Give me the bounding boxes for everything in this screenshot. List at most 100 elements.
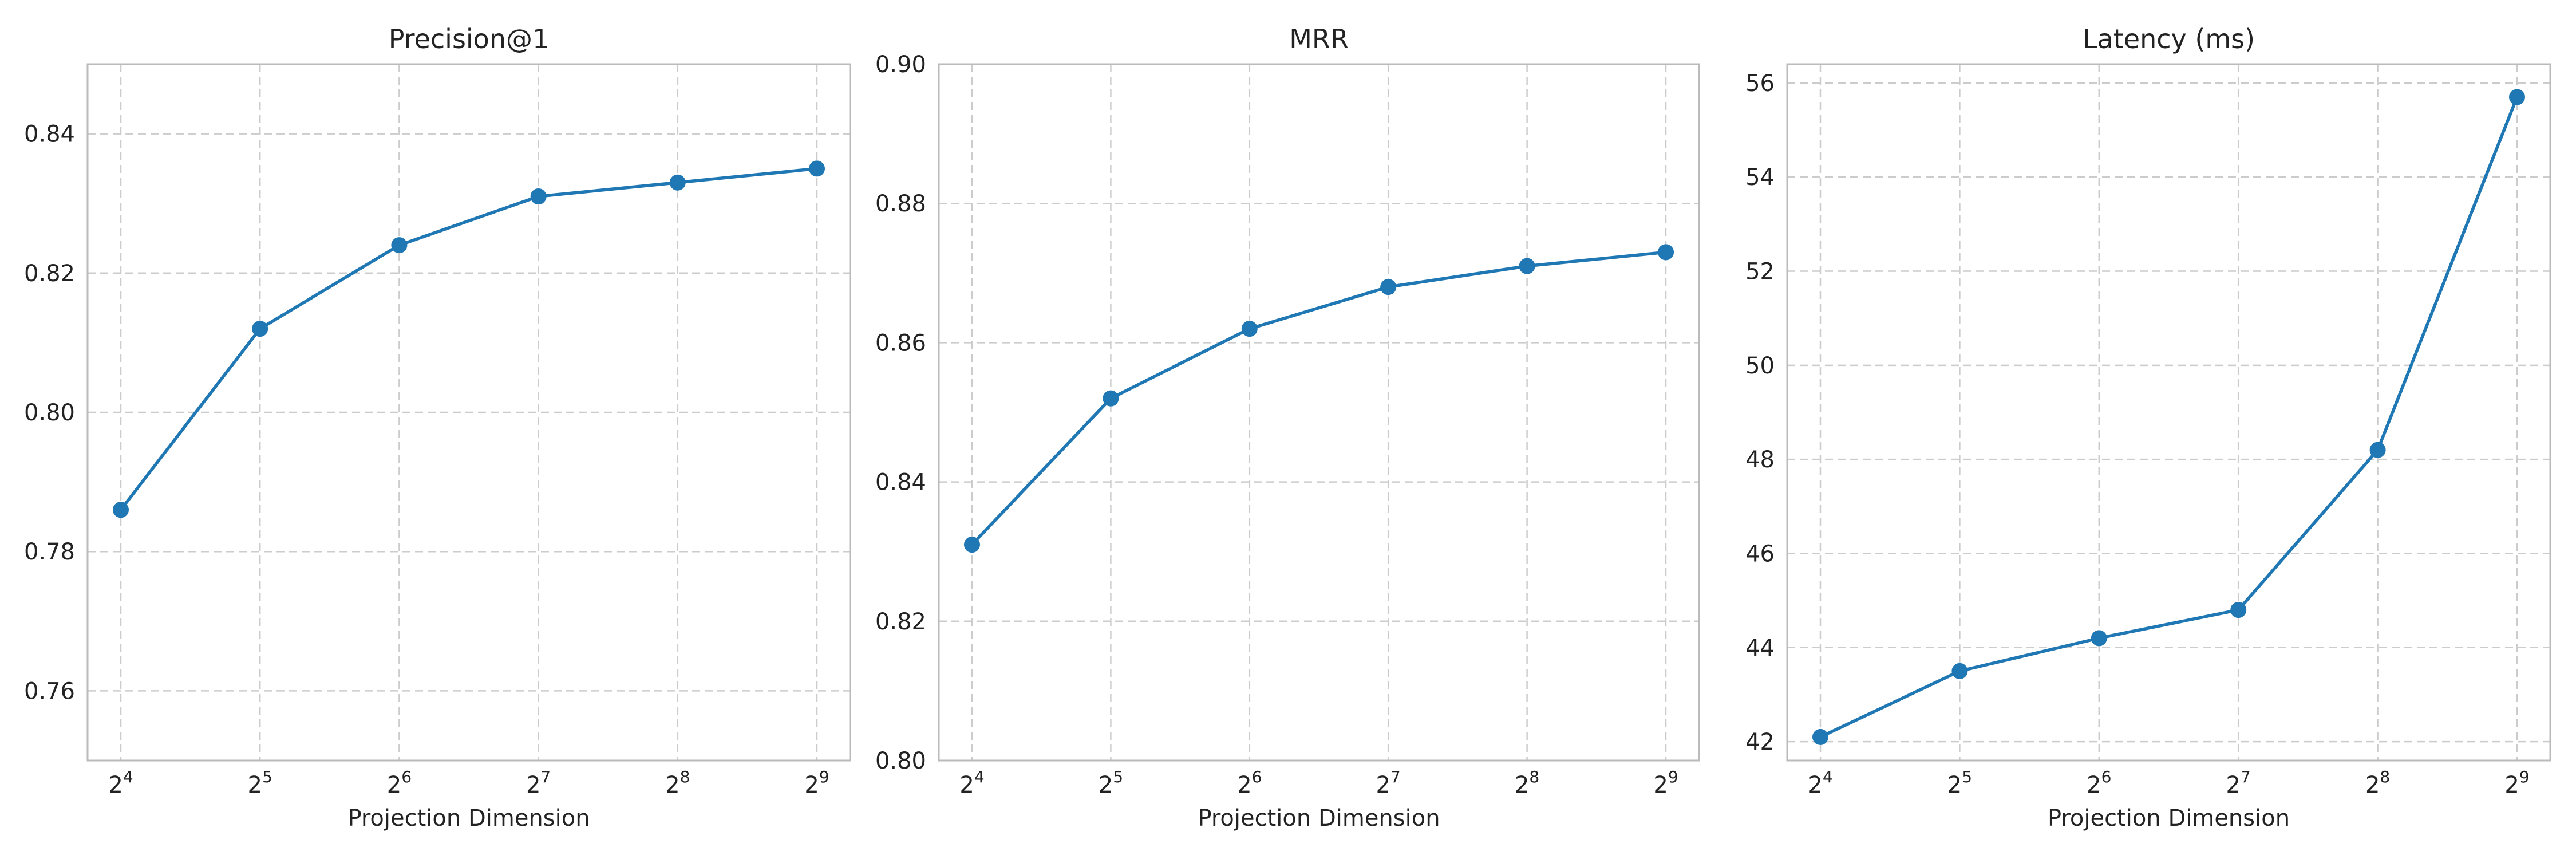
x-axis-label: Projection Dimension <box>1198 805 1440 832</box>
axes-frame <box>938 63 1700 762</box>
x-tick-label: 29 <box>2504 767 2529 798</box>
data-point <box>1241 321 1258 337</box>
x-tick-base: 2 <box>1099 772 1113 798</box>
chart-title: Precision@1 <box>389 23 550 54</box>
data-point <box>530 188 547 205</box>
x-tick-exponent: 7 <box>540 767 551 786</box>
x-tick-base: 2 <box>804 772 819 798</box>
y-tick-label: 0.86 <box>875 330 926 356</box>
data-point <box>2230 602 2247 618</box>
x-tick-exponent: 9 <box>1668 767 1678 786</box>
y-tick-label: 0.90 <box>875 52 926 78</box>
x-tick-exponent: 5 <box>262 767 272 786</box>
data-point <box>1519 258 1535 274</box>
x-tick-base: 2 <box>2087 772 2101 798</box>
x-tick-base: 2 <box>1376 772 1390 798</box>
series-line <box>1819 96 2519 739</box>
data-point <box>1380 279 1397 295</box>
x-tick-exponent: 5 <box>1113 767 1123 786</box>
data-point <box>669 174 686 191</box>
x-tick-base: 2 <box>526 772 540 798</box>
x-tick-base: 2 <box>1653 772 1668 798</box>
series-line <box>971 250 1666 546</box>
x-tick-label: 29 <box>804 767 829 798</box>
data-point <box>2091 630 2107 647</box>
x-tick-exponent: 9 <box>2519 767 2530 786</box>
x-tick-label: 26 <box>2087 767 2111 798</box>
y-tick-label: 56 <box>1745 70 1775 97</box>
x-tick-exponent: 8 <box>1529 767 1539 786</box>
x-tick-exponent: 8 <box>2380 767 2390 786</box>
x-tick-exponent: 7 <box>1390 767 1401 786</box>
y-tick-label: 0.78 <box>24 539 75 565</box>
y-tick-label: 48 <box>1745 447 1775 473</box>
x-tick-base: 2 <box>665 772 679 798</box>
x-tick-base: 2 <box>2226 772 2241 798</box>
data-point <box>2369 442 2386 458</box>
x-tick-exponent: 6 <box>2101 767 2112 786</box>
x-tick-exponent: 9 <box>819 767 829 786</box>
x-tick-base: 2 <box>1515 772 1529 798</box>
x-tick-base: 2 <box>108 772 123 798</box>
data-point <box>252 321 268 337</box>
x-tick-label: 26 <box>387 767 412 798</box>
x-tick-base: 2 <box>2365 772 2380 798</box>
x-tick-exponent: 4 <box>1823 767 1833 786</box>
x-tick-base: 2 <box>248 772 262 798</box>
y-tick-label: 0.80 <box>875 748 926 774</box>
x-tick-label: 27 <box>2226 767 2251 798</box>
x-tick-label: 24 <box>108 767 133 798</box>
chart-title: Latency (ms) <box>2083 23 2255 54</box>
x-tick-base: 2 <box>1947 772 1962 798</box>
y-tick-label: 0.84 <box>24 121 75 148</box>
y-tick-label: 54 <box>1745 164 1775 191</box>
y-tick-label: 0.80 <box>24 400 75 426</box>
data-point <box>1658 244 1674 261</box>
x-axis-label: Projection Dimension <box>347 805 590 832</box>
x-tick-label: 28 <box>665 767 690 798</box>
data-point <box>1951 663 1968 679</box>
axes-frame <box>1786 63 2551 762</box>
data-point <box>113 502 129 518</box>
x-tick-exponent: 7 <box>2241 767 2251 786</box>
y-tick-label: 0.82 <box>875 609 926 635</box>
x-tick-base: 2 <box>387 772 401 798</box>
x-tick-label: 29 <box>1653 767 1678 798</box>
y-tick-label: 0.84 <box>875 470 926 496</box>
x-tick-label: 27 <box>1376 767 1401 798</box>
x-tick-label: 28 <box>1515 767 1539 798</box>
data-point <box>1812 728 1828 745</box>
y-tick-label: 0.76 <box>24 678 75 704</box>
x-tick-exponent: 4 <box>974 767 985 786</box>
x-tick-label: 24 <box>1808 767 1832 798</box>
x-tick-exponent: 6 <box>401 767 412 786</box>
x-tick-base: 2 <box>1808 772 1822 798</box>
axes-frame <box>86 63 851 762</box>
x-tick-exponent: 4 <box>123 767 133 786</box>
y-tick-label: 46 <box>1745 541 1775 567</box>
data-point <box>391 237 408 254</box>
series-line <box>119 167 817 511</box>
x-tick-label: 24 <box>959 767 984 798</box>
x-tick-label: 27 <box>526 767 551 798</box>
x-tick-label: 25 <box>1099 767 1123 798</box>
y-tick-label: 52 <box>1745 259 1775 285</box>
y-tick-label: 0.82 <box>24 261 75 287</box>
x-tick-label: 25 <box>1947 767 1972 798</box>
x-tick-exponent: 6 <box>1252 767 1262 786</box>
chart-title: MRR <box>1289 23 1349 54</box>
x-axis-label: Projection Dimension <box>2048 805 2290 832</box>
x-tick-label: 28 <box>2365 767 2390 798</box>
data-point <box>964 537 980 553</box>
x-tick-label: 25 <box>248 767 272 798</box>
y-tick-label: 42 <box>1745 729 1775 755</box>
data-point <box>809 160 825 177</box>
y-tick-label: 44 <box>1745 635 1775 661</box>
x-tick-label: 26 <box>1237 767 1262 798</box>
x-tick-exponent: 8 <box>680 767 690 786</box>
data-point <box>2509 89 2525 105</box>
